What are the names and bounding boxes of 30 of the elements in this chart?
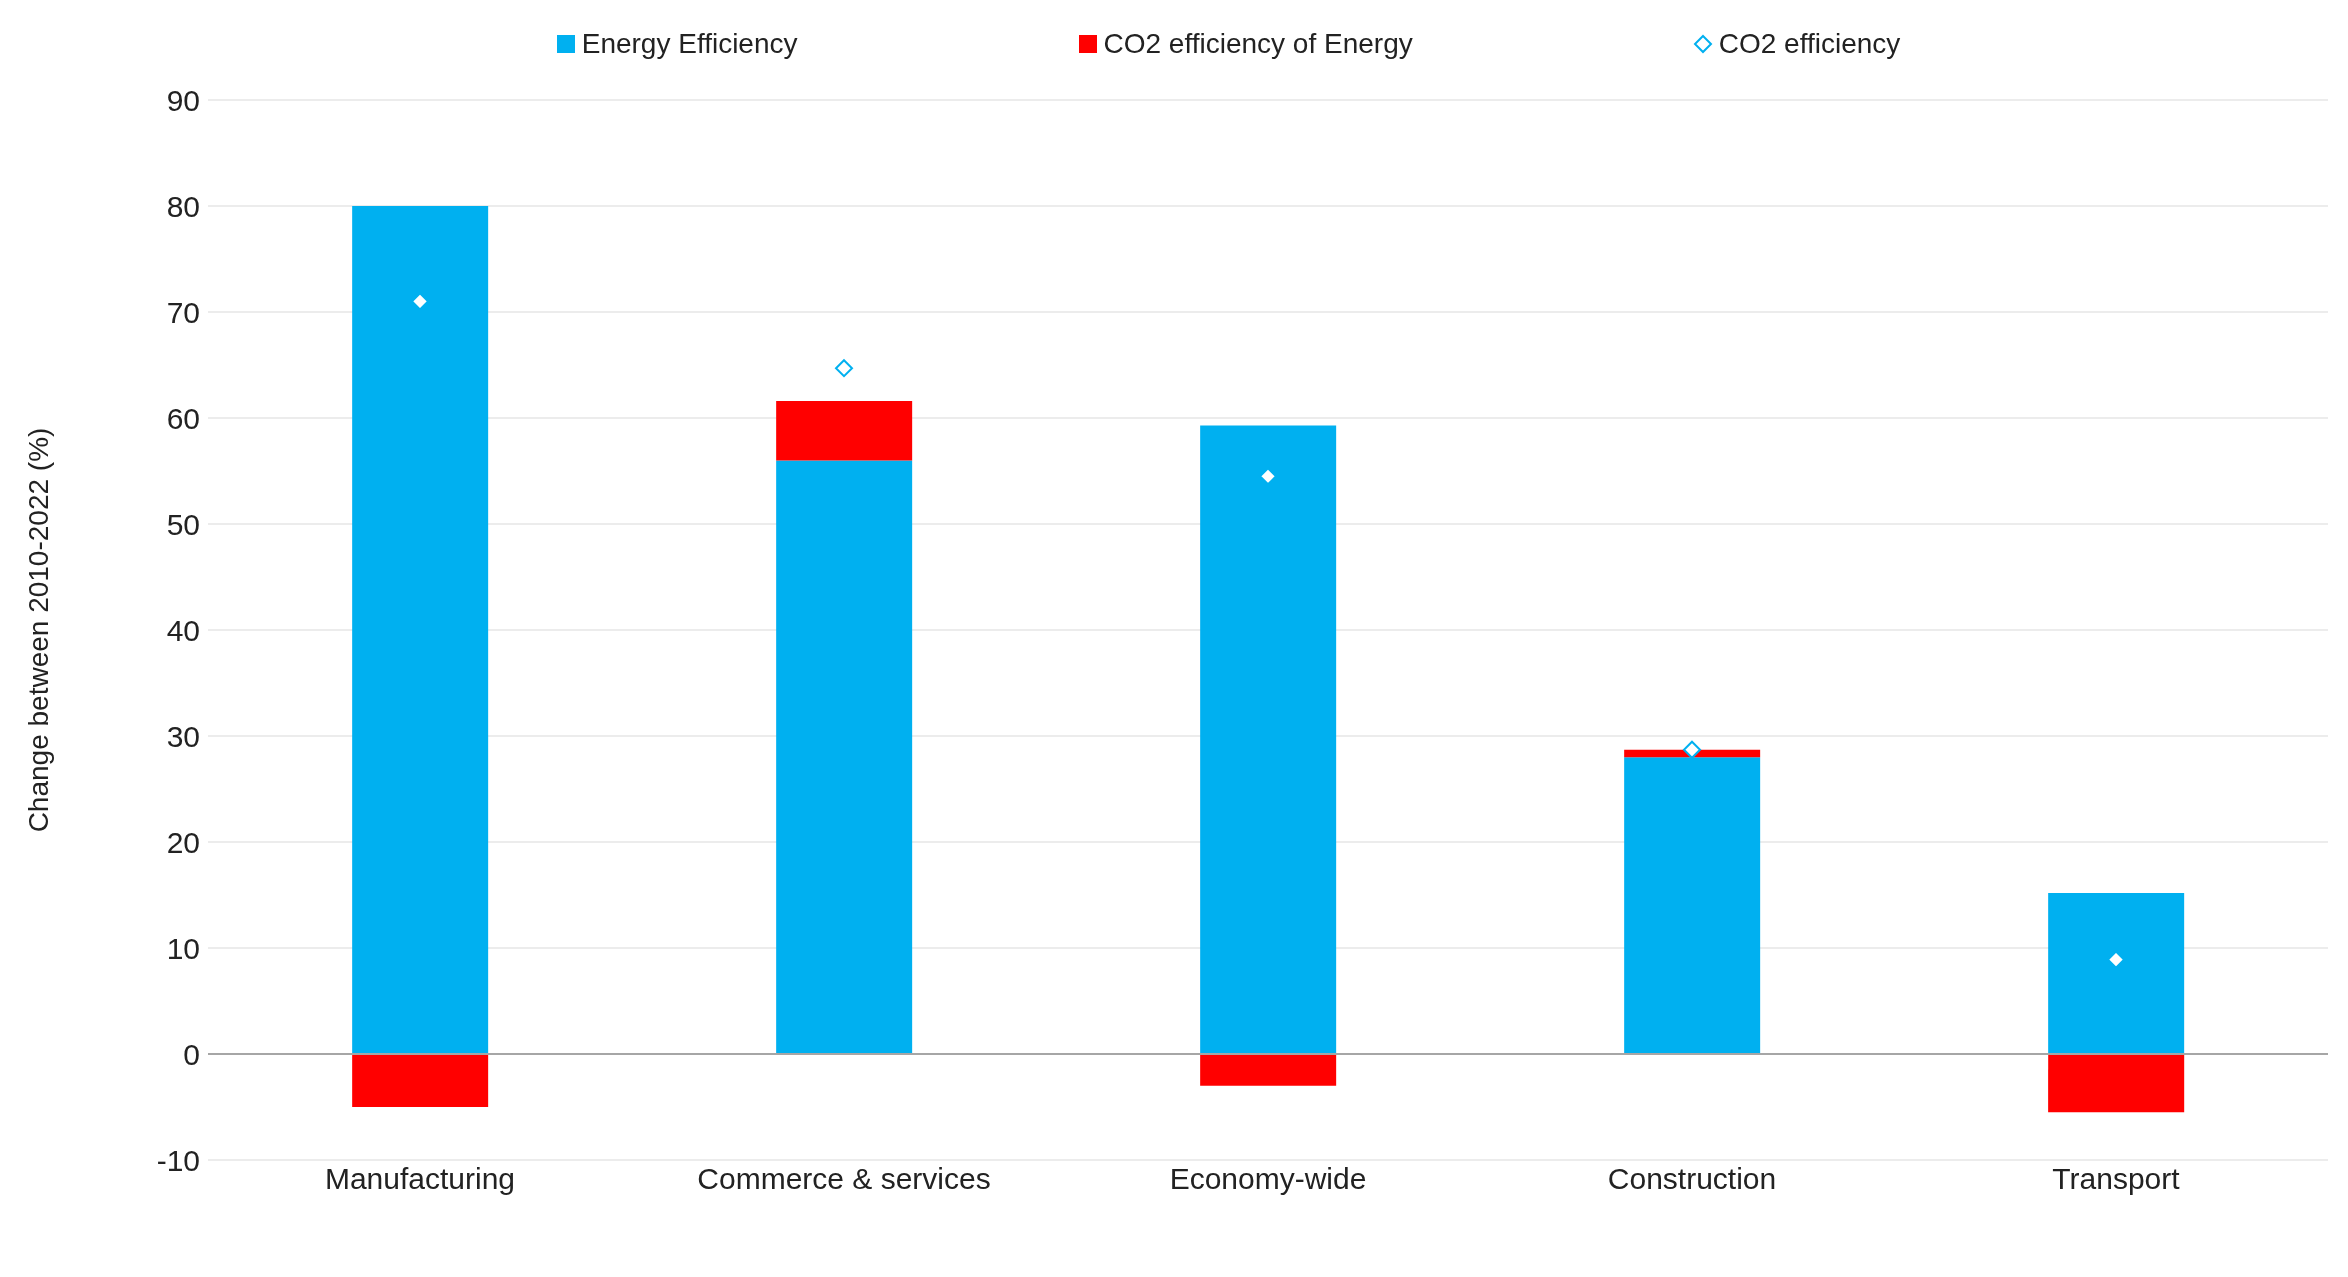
x-tick-label: Construction bbox=[1607, 1162, 1777, 1196]
bar bbox=[352, 206, 489, 1054]
bar bbox=[1200, 425, 1337, 1054]
point bbox=[1683, 740, 1701, 759]
y-axis-title: Change between 2010-2022 (%) bbox=[22, 427, 54, 833]
bar bbox=[776, 460, 913, 1054]
point bbox=[835, 359, 853, 378]
y-tick-label: 50 bbox=[166, 507, 200, 541]
x-tick-label: Economy-wide bbox=[1169, 1162, 1367, 1196]
y-tick-label: 90 bbox=[166, 83, 200, 117]
y-tick-label: -10 bbox=[156, 1143, 200, 1177]
y-tick-label: 70 bbox=[166, 295, 200, 329]
legend-label: Energy Efficiency bbox=[581, 28, 798, 60]
y-tick-label: 80 bbox=[166, 189, 200, 223]
y-tick-label: 0 bbox=[183, 1037, 200, 1071]
legend-label: CO2 efficiency of Energy bbox=[1103, 28, 1413, 60]
x-tick-label: Manufacturing bbox=[324, 1162, 516, 1196]
x-tick-label: Transport bbox=[2052, 1162, 2181, 1196]
y-tick-label: 10 bbox=[166, 931, 200, 965]
legend-label: CO2 efficiency bbox=[1718, 28, 1901, 60]
y-tick-label: 20 bbox=[166, 825, 200, 859]
y-tick-label: 60 bbox=[166, 401, 200, 435]
bar bbox=[2048, 1054, 2185, 1113]
y-tick-label: 30 bbox=[166, 719, 200, 753]
x-tick-label: Commerce & services bbox=[697, 1162, 991, 1196]
bar bbox=[1200, 1054, 1337, 1086]
bar bbox=[352, 1054, 489, 1107]
bar bbox=[2048, 892, 2185, 1054]
y-tick-label: 40 bbox=[166, 613, 200, 647]
bar bbox=[776, 401, 913, 461]
